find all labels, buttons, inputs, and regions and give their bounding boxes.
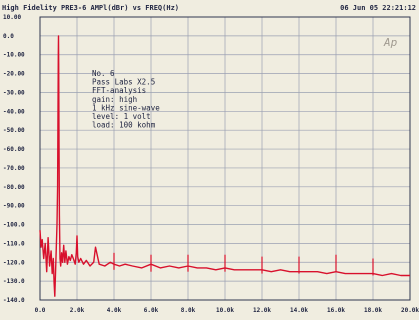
x-tick-label: 10.0k [216,307,234,314]
x-axis: 0.0 2.0k 4.0k 6.0k 8.0k 10.0k 12.0k 14.0k 16.0k 1… [35,307,419,314]
y-tick-label: -110.0 [3,240,25,247]
annotation-line: No. 6 [92,69,115,78]
x-tick-label: 12.0k [253,307,271,314]
y-tick-label: -100.0 [3,222,25,229]
date-stamp: 06 Jun 05 22:21:12 [340,4,416,12]
plot-frame [39,16,411,301]
y-tick-label: -50.00 [3,127,25,134]
y-tick-label: -80.00 [3,184,25,191]
x-tick-label: 6.0k [144,307,159,314]
x-tick-label: 18.0k [364,307,382,314]
y-tick-label: -90.00 [3,203,25,210]
y-tick-label: -30.00 [3,89,25,96]
x-tick-label: 16.0k [327,307,345,314]
spur-marks [113,252,374,276]
y-tick-label: -120.0 [3,259,25,266]
y-tick-label: -20.00 [3,71,25,78]
y-tick-label: 10.00 [3,14,21,21]
y-tick-label: -70.00 [3,165,25,172]
y-tick-label: -10.00 [3,52,25,59]
chart-title: High Fidelity PRE3-6 AMPl(dBr) vs FREQ(H… [2,4,179,12]
trace-layer [39,35,410,297]
x-tick-label: 8.0k [181,307,196,314]
annotation-line: 1 kHz sine-wave [92,103,160,112]
annotation-line: load: 100 kohm [92,121,156,130]
annotation-line: FFT-analysis [92,86,146,95]
annotation-line: gain: high [92,95,137,104]
annotation-line: level: 1 volt [92,112,151,121]
ap-logo: Ap [383,36,398,49]
annotation-line: Pass Labs X2.5 [92,78,155,87]
y-tick-label: -140.0 [3,297,25,304]
y-tick-label: 0.0 [3,33,14,40]
x-tick-label: 4.0k [107,307,122,314]
y-tick-label: -40.00 [3,108,25,115]
x-tick-label: 20.0k [401,307,419,314]
y-axis: 10.00 0.0 -10.00 -20.00 -30.00 -40.00 -50.00 -6… [3,14,25,304]
x-tick-label: 14.0k [290,307,308,314]
y-tick-label: -130.0 [3,278,25,285]
spectrum-line-0 [39,35,410,297]
y-tick-label: -60.00 [3,146,25,153]
x-tick-label: 0.0 [35,307,46,314]
x-tick-label: 2.0k [70,307,85,314]
